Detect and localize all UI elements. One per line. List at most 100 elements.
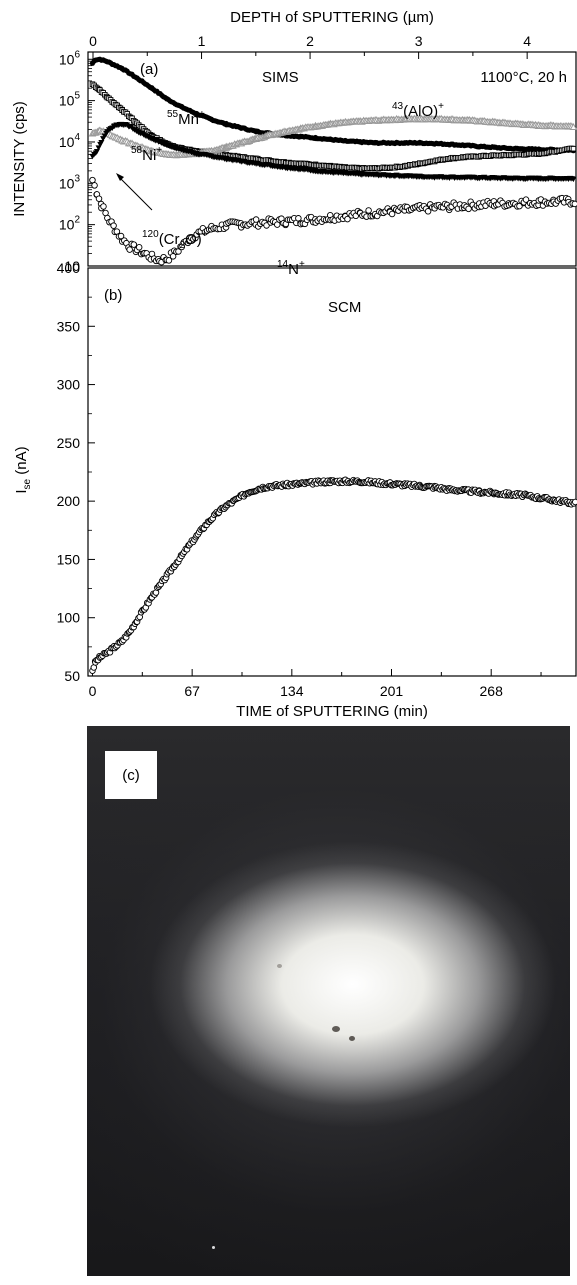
data-point xyxy=(572,498,577,506)
data-point xyxy=(110,222,117,229)
y-axis-ticks-b: 50 100 150 200 250 300 350 400 xyxy=(57,260,95,684)
data-point xyxy=(465,205,472,213)
series-label: 55Mn+ xyxy=(167,109,205,128)
panel-b-scm: 0 67 134 201 268 50 100 150 200 250 300 350 400 TIM… xyxy=(13,260,577,720)
y-axis-title-b-unit: (nA) xyxy=(13,446,30,479)
panel-a-points xyxy=(88,56,577,266)
panel-c-photo: (c) xyxy=(87,726,570,1276)
photo-speck xyxy=(212,1246,215,1249)
y-axis-title-b: Ise (nA) xyxy=(13,446,33,493)
top-tick-label: 0 xyxy=(89,33,97,49)
photo-speck xyxy=(277,964,282,968)
data-point xyxy=(91,182,98,189)
y-tick-label-a: 103 xyxy=(59,173,81,191)
x-tick-label-b: 201 xyxy=(380,683,404,699)
top-axis-ticks: 0 1 2 3 4 xyxy=(89,33,531,59)
y-tick-label-b: 200 xyxy=(57,493,81,509)
y-tick-base: 10 xyxy=(59,51,75,67)
panel-b-label: (b) xyxy=(104,287,122,304)
data-point xyxy=(569,122,577,131)
data-point xyxy=(98,139,105,146)
photo-speck xyxy=(332,1026,340,1032)
data-point xyxy=(100,203,107,210)
y-axis-title-a: INTENSITY (cps) xyxy=(11,101,28,217)
x-tick-label-b: 0 xyxy=(89,683,97,699)
y-tick-base: 10 xyxy=(59,93,75,109)
series-label: 43(AlO)+ xyxy=(392,101,444,120)
y-tick-label-b: 350 xyxy=(57,318,81,334)
series-labels: 55Mn+ 58Ni+ 43(AlO)+ 120(Cr2O)+ 14N+ xyxy=(131,101,444,278)
y-tick-label-b: 250 xyxy=(57,435,81,451)
y-tick-label-a: 104 xyxy=(59,132,81,150)
cr2o-pointer-arrowhead xyxy=(116,173,124,181)
y-tick-exp: 4 xyxy=(74,132,80,143)
series-14N+ xyxy=(89,176,577,266)
y-tick-exp: 5 xyxy=(74,91,80,102)
panel-c-label: (c) xyxy=(105,751,157,799)
y-tick-exp: 2 xyxy=(74,215,80,226)
x-tick-label-b: 268 xyxy=(480,683,504,699)
y-tick-label-a: 106 xyxy=(59,49,81,67)
x-tick-label-b: 134 xyxy=(280,683,304,699)
panel-a-condition: 1100°C, 20 h xyxy=(480,69,567,86)
y-tick-label-a: 105 xyxy=(59,91,81,109)
y-tick-base: 10 xyxy=(64,258,80,274)
y-tick-base: 10 xyxy=(59,217,75,233)
svg-text:Ise (nA): Ise (nA) xyxy=(13,446,33,493)
y-tick-label-b: 100 xyxy=(57,610,81,626)
panel-a-frame xyxy=(87,51,577,267)
x-axis-ticks-b: 0 67 134 201 268 xyxy=(89,669,542,699)
data-point xyxy=(424,208,432,215)
top-tick-label: 4 xyxy=(523,33,531,49)
data-point xyxy=(126,246,133,253)
data-point xyxy=(95,195,103,202)
data-point xyxy=(571,200,577,208)
data-point xyxy=(89,176,96,184)
panel-b-points xyxy=(89,476,577,675)
series-label: 120(Cr2O)+ xyxy=(142,229,208,251)
y-tick-label-b: 400 xyxy=(57,260,81,276)
y-axis-title-b-main: I xyxy=(13,489,30,493)
y-tick-base: 10 xyxy=(59,175,75,191)
y-tick-label-b: 300 xyxy=(57,377,81,393)
panel-b-title: SCM xyxy=(328,299,361,316)
y-tick-base: 10 xyxy=(59,134,75,150)
panel-b-frame xyxy=(87,267,577,677)
panel-a-label: (a) xyxy=(140,61,158,78)
y-tick-label-b: 50 xyxy=(64,668,80,684)
data-point xyxy=(388,210,396,218)
y-tick-label-b: 150 xyxy=(57,551,81,567)
crater-photo-image xyxy=(87,726,570,1276)
x-tick-label-b: 67 xyxy=(184,683,200,699)
top-tick-label: 2 xyxy=(306,33,314,49)
y-tick-label-a: 10 xyxy=(64,258,80,274)
top-axis-title: DEPTH of SPUTTERING (µm) xyxy=(230,9,434,26)
x-axis-title-b: TIME of SPUTTERING (min) xyxy=(236,703,428,720)
y-axis-title-b-sub: se xyxy=(22,478,33,489)
series-label: 58Ni+ xyxy=(131,145,162,164)
series-120(Cr2O)+ xyxy=(89,121,577,183)
data-point xyxy=(344,215,351,223)
data-point xyxy=(522,196,530,203)
data-point xyxy=(130,241,138,248)
top-tick-label: 1 xyxy=(198,33,206,49)
y-tick-label-a: 102 xyxy=(59,215,81,233)
cr2o-pointer-line xyxy=(117,175,153,211)
data-point xyxy=(252,216,260,223)
data-point xyxy=(570,145,577,152)
data-point xyxy=(165,257,173,264)
data-point xyxy=(570,176,577,183)
data-point xyxy=(135,244,143,251)
photo-speck xyxy=(349,1036,355,1041)
y-tick-exp: 3 xyxy=(74,173,80,184)
panel-a-title: SIMS xyxy=(262,69,299,86)
data-point xyxy=(365,207,372,214)
series-Ise xyxy=(89,476,577,675)
y-tick-exp: 6 xyxy=(74,49,80,60)
top-tick-label: 3 xyxy=(415,33,423,49)
series-43(AlO)+ xyxy=(88,114,577,159)
series-label: 14N+ xyxy=(277,259,305,278)
